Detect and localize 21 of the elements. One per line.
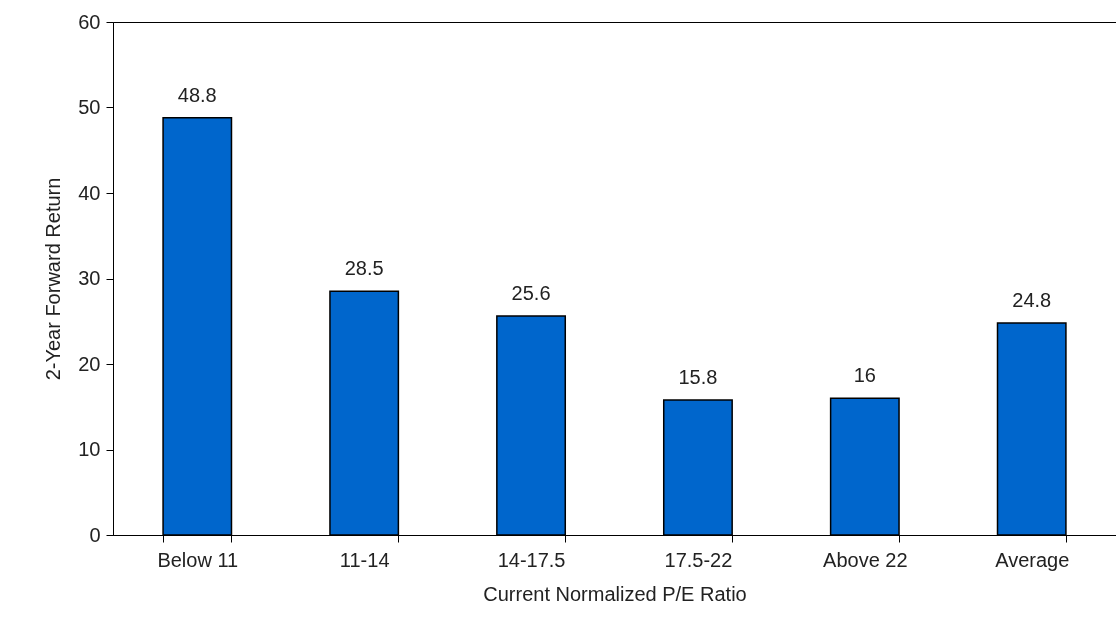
y-tick-label: 40: [78, 181, 101, 204]
x-tick-label: Above 22: [823, 548, 908, 571]
x-tick-label: 11-14: [339, 548, 390, 571]
data-label: 15.8: [678, 365, 718, 388]
data-label: 28.5: [344, 257, 384, 280]
y-axis-title: 2-Year Forward Return: [42, 177, 65, 381]
x-axis-title: Current Normalized P/E Ratio: [483, 582, 747, 605]
x-tick-label: Below 11: [157, 548, 239, 571]
x-tick-label: Average: [995, 548, 1070, 571]
y-tick-label: 60: [78, 10, 101, 33]
data-label: 16: [853, 364, 876, 387]
data-label: 25.6: [511, 282, 551, 305]
y-tick-label: 50: [78, 96, 101, 118]
y-tick-label: 20: [78, 352, 101, 375]
y-tick-label: 0: [89, 523, 101, 546]
y-tick-label: 30: [78, 267, 101, 289]
data-label: 24.8: [1012, 288, 1052, 311]
x-tick-label: 14-17.5: [497, 548, 566, 571]
data-label: 48.8: [177, 83, 217, 106]
y-tick-label: 10: [78, 438, 101, 460]
x-tick-label: 17.5-22: [664, 548, 733, 571]
